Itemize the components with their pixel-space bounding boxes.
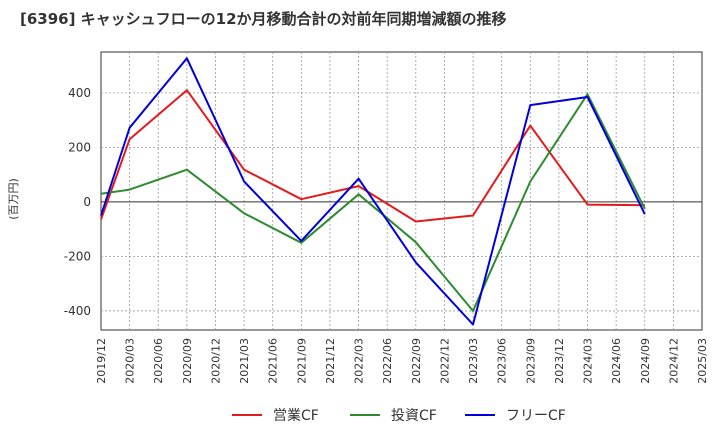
y-tick-label: -400 bbox=[64, 304, 91, 318]
y-axis-label: (百万円) bbox=[7, 178, 20, 220]
y-axis-ticks: -400 -200 0 200 400 bbox=[64, 86, 91, 318]
x-tick-label: 2020/09 bbox=[181, 338, 194, 384]
x-tick-label: 2021/06 bbox=[267, 338, 280, 384]
series-line bbox=[100, 57, 646, 326]
x-tick-label: 2020/03 bbox=[124, 338, 137, 384]
grid bbox=[101, 52, 702, 330]
legend-label: 営業CF bbox=[273, 408, 319, 424]
x-tick-label: 2023/06 bbox=[496, 338, 509, 384]
x-tick-label: 2024/09 bbox=[639, 338, 652, 384]
x-tick-label: 2021/12 bbox=[324, 338, 337, 384]
legend-label: フリーCF bbox=[506, 408, 566, 424]
plot-area bbox=[100, 51, 703, 331]
x-tick-label: 2024/06 bbox=[610, 338, 623, 384]
series-lines bbox=[100, 57, 646, 326]
x-tick-label: 2024/12 bbox=[667, 338, 680, 384]
y-tick-label: -200 bbox=[64, 249, 91, 263]
x-tick-label: 2023/03 bbox=[467, 338, 480, 384]
x-tick-label: 2022/03 bbox=[353, 338, 366, 384]
chart-title: [6396] キャッシュフローの12か月移動合計の対前年同期増減額の推移 bbox=[20, 10, 507, 28]
legend: 営業CF 投資CF フリーCF bbox=[232, 408, 566, 424]
x-tick-label: 2025/03 bbox=[696, 338, 709, 384]
x-tick-label: 2019/12 bbox=[95, 338, 108, 384]
x-tick-label: 2024/03 bbox=[582, 338, 595, 384]
y-tick-label: 400 bbox=[68, 86, 91, 100]
x-tick-label: 2020/12 bbox=[209, 338, 222, 384]
x-tick-label: 2021/09 bbox=[295, 338, 308, 384]
y-tick-label: 200 bbox=[68, 140, 91, 154]
x-tick-label: 2022/12 bbox=[438, 338, 451, 384]
x-tick-label: 2020/06 bbox=[152, 338, 165, 384]
legend-label: 投資CF bbox=[391, 408, 437, 424]
x-tick-label: 2021/03 bbox=[238, 338, 251, 384]
series-line bbox=[100, 93, 646, 312]
x-tick-label: 2023/09 bbox=[524, 338, 537, 384]
x-tick-label: 2023/12 bbox=[553, 338, 566, 384]
x-tick-label: 2022/06 bbox=[381, 338, 394, 384]
x-tick-label: 2022/09 bbox=[410, 338, 423, 384]
x-axis-ticks: 2019/12 2020/03 2020/06 2020/09 2020/12 2021/… bbox=[95, 338, 709, 384]
y-tick-label: 0 bbox=[83, 195, 91, 209]
